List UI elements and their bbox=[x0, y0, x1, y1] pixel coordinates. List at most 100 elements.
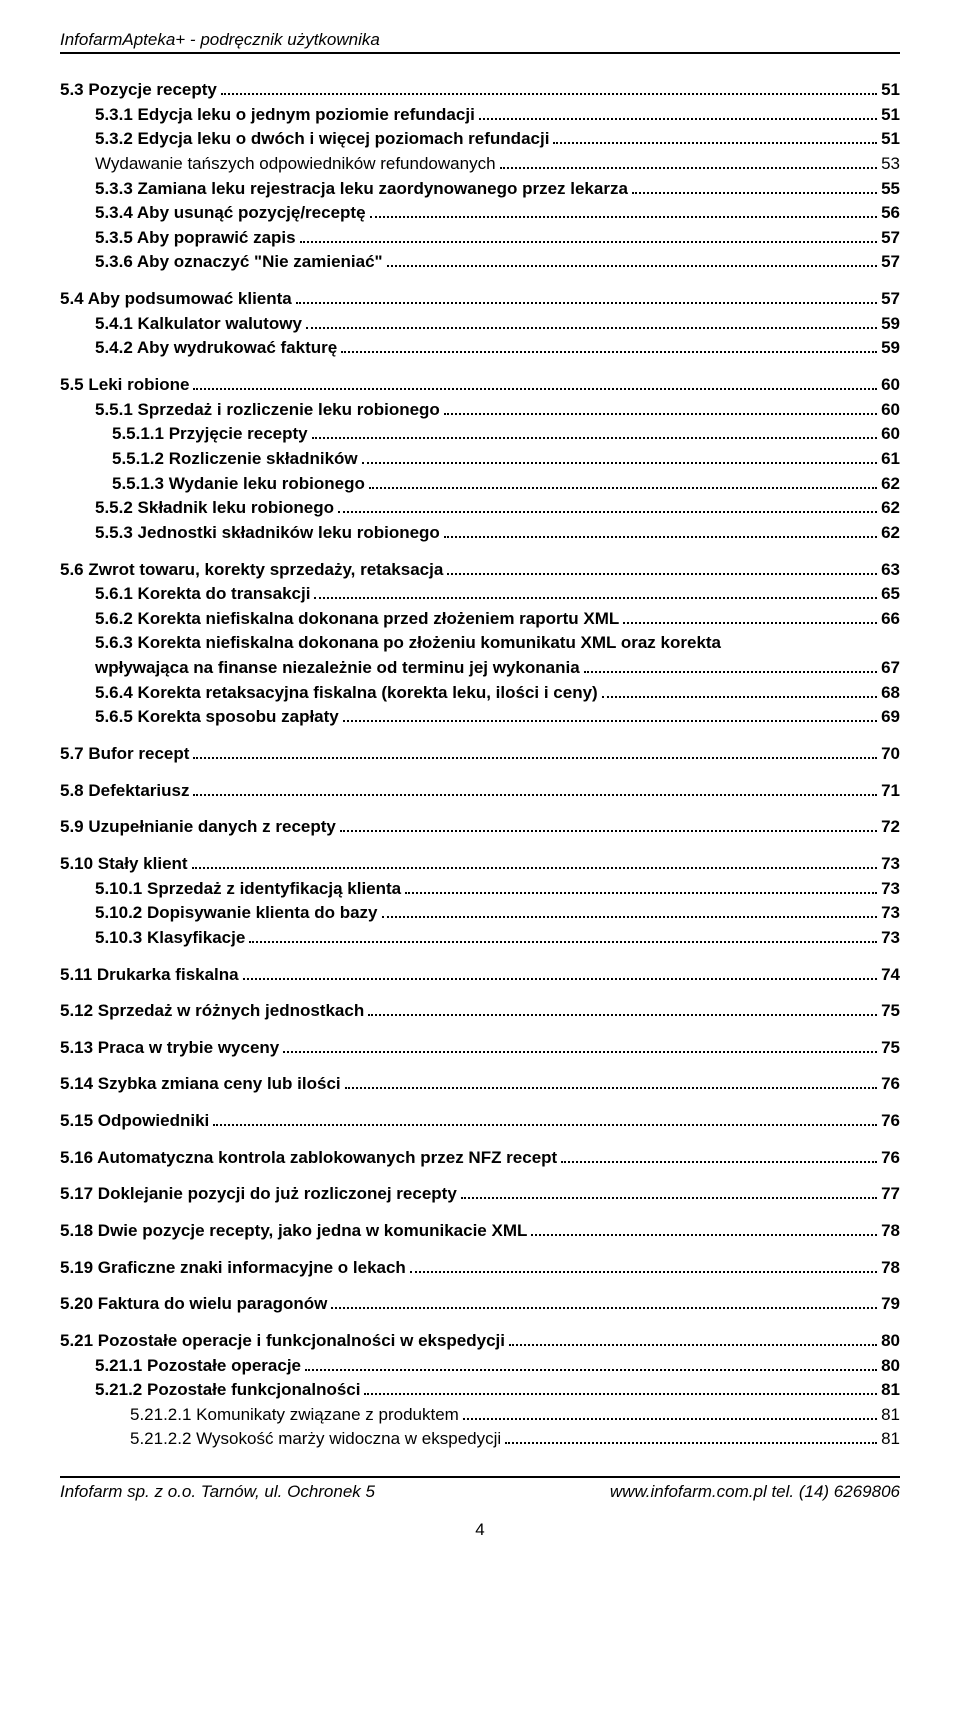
toc-entry: 5.5.1.1 Przyjęcie recepty 60 bbox=[60, 422, 900, 447]
toc-entry: 5.10.3 Klasyfikacje 73 bbox=[60, 926, 900, 951]
toc-page-number: 51 bbox=[881, 78, 900, 103]
toc-page-number: 60 bbox=[881, 373, 900, 398]
toc-label: 5.5.2 Składnik leku robionego bbox=[95, 496, 334, 521]
toc-label: 5.5.1.2 Rozliczenie składników bbox=[112, 447, 358, 472]
toc-entry: 5.5.2 Składnik leku robionego 62 bbox=[60, 496, 900, 521]
toc-label: 5.5.1.3 Wydanie leku robionego bbox=[112, 472, 365, 497]
toc-gap bbox=[60, 1244, 900, 1256]
toc-label: 5.6 Zwrot towaru, korekty sprzedaży, ret… bbox=[60, 558, 443, 583]
toc-label: 5.6.1 Korekta do transakcji bbox=[95, 582, 310, 607]
toc-gap bbox=[60, 1280, 900, 1292]
toc-page-number: 62 bbox=[881, 496, 900, 521]
toc-label: 5.3.4 Aby usunąć pozycję/receptę bbox=[95, 201, 366, 226]
toc-page-number: 65 bbox=[881, 582, 900, 607]
toc-leader-dots bbox=[314, 597, 877, 599]
toc-page-number: 73 bbox=[881, 877, 900, 902]
toc-leader-dots bbox=[505, 1442, 877, 1444]
toc-gap bbox=[60, 1207, 900, 1219]
toc-page-number: 74 bbox=[881, 963, 900, 988]
toc-leader-dots bbox=[249, 941, 877, 943]
toc-entry: 5.6 Zwrot towaru, korekty sprzedaży, ret… bbox=[60, 558, 900, 583]
toc-label: 5.18 Dwie pozycje recepty, jako jedna w … bbox=[60, 1219, 527, 1244]
toc-page-number: 73 bbox=[881, 901, 900, 926]
toc-label: 5.4 Aby podsumować klienta bbox=[60, 287, 292, 312]
toc-page-number: 79 bbox=[881, 1292, 900, 1317]
toc-label: 5.6.3 Korekta niefiskalna dokonana po zł… bbox=[95, 631, 721, 656]
toc-leader-dots bbox=[509, 1344, 877, 1346]
toc-label: 5.21.2.2 Wysokość marży widoczna w ekspe… bbox=[130, 1427, 501, 1452]
toc-gap bbox=[60, 803, 900, 815]
toc-page-number: 78 bbox=[881, 1256, 900, 1281]
toc-entry: 5.4 Aby podsumować klienta 57 bbox=[60, 287, 900, 312]
toc-entry: 5.6.2 Korekta niefiskalna dokonana przed… bbox=[60, 607, 900, 632]
toc-entry: 5.7 Bufor recept 70 bbox=[60, 742, 900, 767]
toc-page-number: 81 bbox=[881, 1378, 900, 1403]
toc-leader-dots bbox=[444, 536, 877, 538]
toc-label: 5.6.2 Korekta niefiskalna dokonana przed… bbox=[95, 607, 619, 632]
toc-leader-dots bbox=[463, 1418, 877, 1420]
toc-label: 5.20 Faktura do wielu paragonów bbox=[60, 1292, 327, 1317]
toc-leader-dots bbox=[338, 511, 877, 513]
toc-leader-dots bbox=[362, 462, 877, 464]
toc-label: 5.6.4 Korekta retaksacyjna fiskalna (kor… bbox=[95, 681, 598, 706]
toc-label: 5.3.6 Aby oznaczyć "Nie zamieniać" bbox=[95, 250, 383, 275]
toc-page-number: 57 bbox=[881, 226, 900, 251]
toc-entry: 5.5.1 Sprzedaż i rozliczenie leku robion… bbox=[60, 398, 900, 423]
toc-leader-dots bbox=[387, 265, 877, 267]
toc-page-number: 57 bbox=[881, 250, 900, 275]
document-page: InfofarmApteka+ - podręcznik użytkownika… bbox=[0, 0, 960, 1560]
toc-leader-dots bbox=[602, 696, 877, 698]
toc-entry: 5.21 Pozostałe operacje i funkcjonalnośc… bbox=[60, 1329, 900, 1354]
toc-page-number: 80 bbox=[881, 1329, 900, 1354]
toc-entry: 5.3.5 Aby poprawić zapis 57 bbox=[60, 226, 900, 251]
toc-leader-dots bbox=[193, 757, 877, 759]
toc-label: 5.3.3 Zamiana leku rejestracja leku zaor… bbox=[95, 177, 628, 202]
toc-entry: 5.3.1 Edycja leku o jednym poziomie refu… bbox=[60, 103, 900, 128]
toc-page-number: 71 bbox=[881, 779, 900, 804]
toc-entry: 5.20 Faktura do wielu paragonów 79 bbox=[60, 1292, 900, 1317]
toc-entry: 5.11 Drukarka fiskalna 74 bbox=[60, 963, 900, 988]
toc-entry: 5.3.6 Aby oznaczyć "Nie zamieniać" 57 bbox=[60, 250, 900, 275]
toc-label: 5.5.1 Sprzedaż i rozliczenie leku robion… bbox=[95, 398, 440, 423]
toc-page-number: 56 bbox=[881, 201, 900, 226]
toc-label: 5.21.1 Pozostałe operacje bbox=[95, 1354, 301, 1379]
toc-gap bbox=[60, 275, 900, 287]
toc-page-number: 77 bbox=[881, 1182, 900, 1207]
toc-gap bbox=[60, 546, 900, 558]
toc-leader-dots bbox=[283, 1051, 877, 1053]
toc-entry: 5.6.4 Korekta retaksacyjna fiskalna (kor… bbox=[60, 681, 900, 706]
toc-leader-dots bbox=[192, 867, 878, 869]
toc-gap bbox=[60, 1024, 900, 1036]
toc-entry: 5.14 Szybka zmiana ceny lub ilości 76 bbox=[60, 1072, 900, 1097]
toc-leader-dots bbox=[382, 916, 878, 918]
toc-page-number: 73 bbox=[881, 926, 900, 951]
toc-label: 5.11 Drukarka fiskalna bbox=[60, 963, 239, 988]
toc-leader-dots bbox=[364, 1393, 877, 1395]
toc-leader-dots bbox=[345, 1087, 877, 1089]
toc-gap bbox=[60, 1317, 900, 1329]
toc-page-number: 68 bbox=[881, 681, 900, 706]
toc-label: 5.3.1 Edycja leku o jednym poziomie refu… bbox=[95, 103, 475, 128]
toc-label: 5.12 Sprzedaż w różnych jednostkach bbox=[60, 999, 364, 1024]
toc-entry: 5.10 Stały klient 73 bbox=[60, 852, 900, 877]
toc-leader-dots bbox=[305, 1369, 877, 1371]
toc-label: 5.10 Stały klient bbox=[60, 852, 188, 877]
toc-page-number: 62 bbox=[881, 472, 900, 497]
toc-leader-dots bbox=[500, 167, 878, 169]
toc-label: 5.3.5 Aby poprawić zapis bbox=[95, 226, 296, 251]
toc-leader-dots bbox=[312, 437, 877, 439]
toc-page-number: 55 bbox=[881, 177, 900, 202]
toc-entry: 5.5.3 Jednostki składników leku robioneg… bbox=[60, 521, 900, 546]
toc-label: 5.5.1.1 Przyjęcie recepty bbox=[112, 422, 308, 447]
toc-leader-dots bbox=[243, 978, 877, 980]
toc-label: 5.6.5 Korekta sposobu zapłaty bbox=[95, 705, 339, 730]
toc-page-number: 61 bbox=[881, 447, 900, 472]
table-of-contents: 5.3 Pozycje recepty 515.3.1 Edycja leku … bbox=[60, 78, 900, 1452]
toc-leader-dots bbox=[632, 192, 877, 194]
toc-leader-dots bbox=[410, 1271, 877, 1273]
toc-leader-dots bbox=[531, 1234, 877, 1236]
toc-entry: 5.9 Uzupełnianie danych z recepty 72 bbox=[60, 815, 900, 840]
toc-entry: 5.3 Pozycje recepty 51 bbox=[60, 78, 900, 103]
toc-leader-dots bbox=[447, 573, 877, 575]
toc-page-number: 59 bbox=[881, 336, 900, 361]
